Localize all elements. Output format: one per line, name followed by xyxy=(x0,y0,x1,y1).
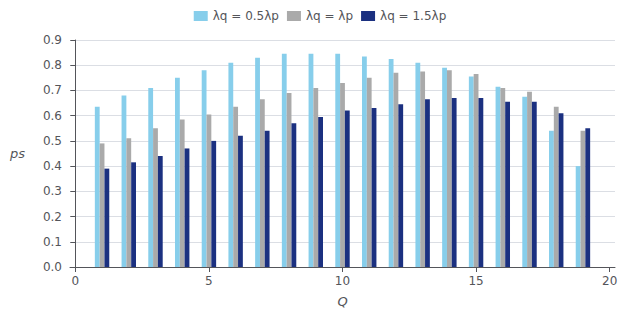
svg-text:0.4: 0.4 xyxy=(43,159,62,173)
svg-text:0.6: 0.6 xyxy=(43,109,62,123)
svg-text:0.0: 0.0 xyxy=(43,260,62,274)
svg-text:20: 20 xyxy=(602,274,617,288)
svg-text:ps: ps xyxy=(9,146,25,161)
svg-text:Q: Q xyxy=(337,294,347,309)
svg-text:15: 15 xyxy=(468,274,483,288)
svg-text:0.3: 0.3 xyxy=(43,184,62,198)
svg-text:0.8: 0.8 xyxy=(43,58,62,72)
svg-text:0.2: 0.2 xyxy=(43,210,62,224)
svg-text:5: 5 xyxy=(205,274,213,288)
svg-text:0.9: 0.9 xyxy=(43,33,62,47)
svg-text:λq = λp: λq = λp xyxy=(306,9,353,23)
svg-text:0.1: 0.1 xyxy=(43,235,62,249)
svg-text:λq = 0.5λp: λq = 0.5λp xyxy=(213,9,279,23)
svg-text:10: 10 xyxy=(335,274,350,288)
svg-text:0: 0 xyxy=(72,274,80,288)
svg-text:λq = 1.5λp: λq = 1.5λp xyxy=(380,9,446,23)
svg-text:0.5: 0.5 xyxy=(43,134,62,148)
svg-text:0.7: 0.7 xyxy=(43,83,62,97)
